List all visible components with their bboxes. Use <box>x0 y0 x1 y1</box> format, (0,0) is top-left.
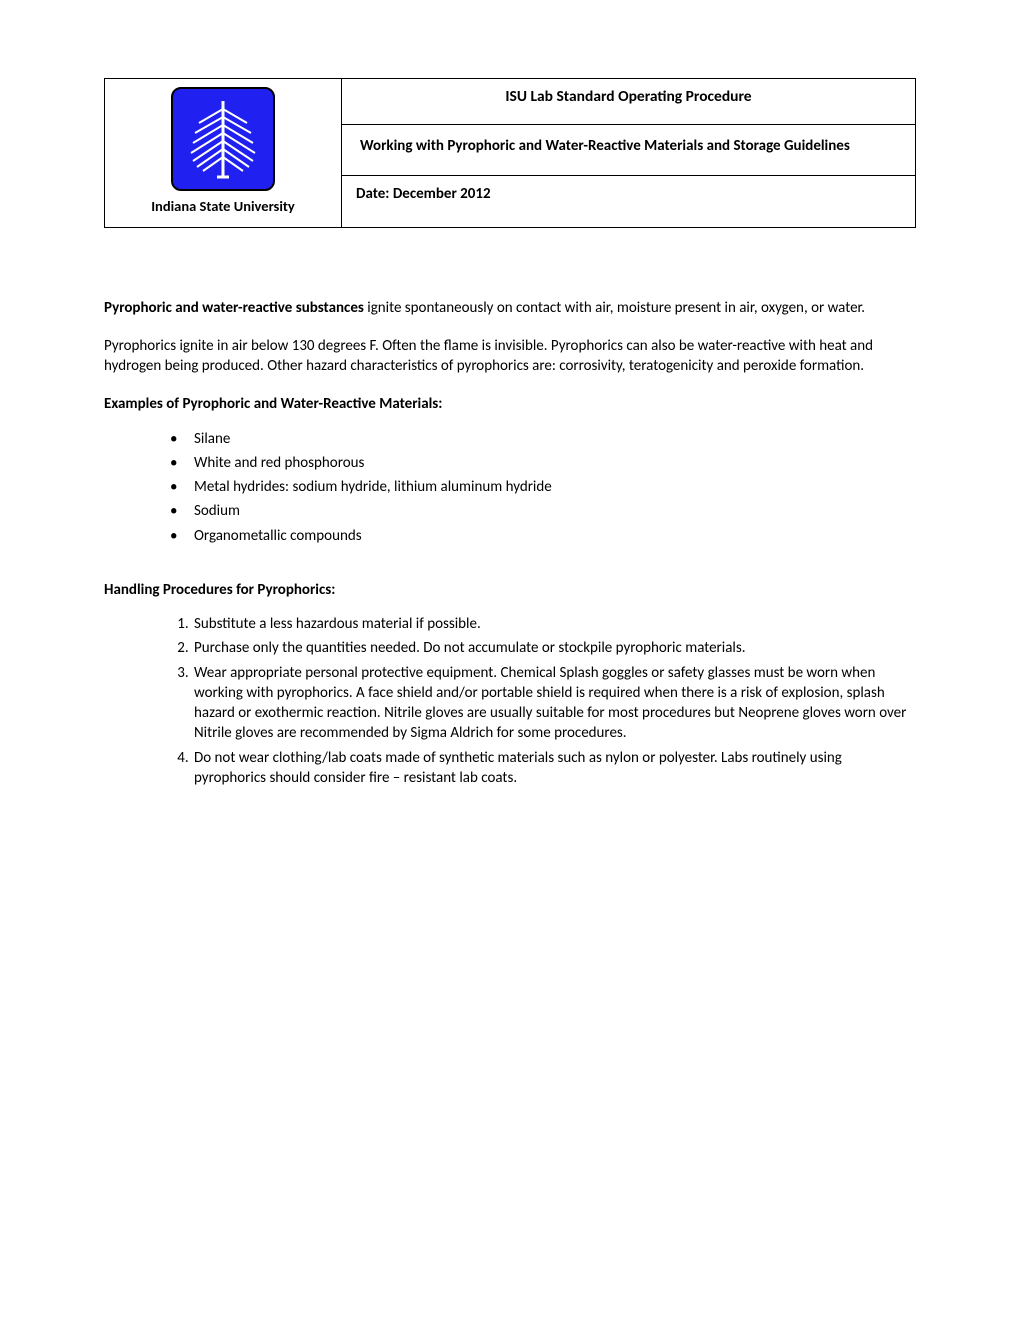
university-name: Indiana State University <box>111 197 335 217</box>
list-item: Do not wear clothing/lab coats made of s… <box>192 748 916 793</box>
doc-title: ISU Lab Standard Operating Procedure <box>342 79 916 125</box>
list-item: Metal hydrides: sodium hydride, lithium … <box>170 477 916 501</box>
list-item: Silane <box>170 429 916 453</box>
handling-list: Substitute a less hazardous material if … <box>104 614 916 792</box>
body-text: Pyrophoric and water-reactive substances… <box>104 298 916 793</box>
list-item: White and red phosphorous <box>170 453 916 477</box>
intro-paragraph-2: Pyrophorics ignite in air below 130 degr… <box>104 336 916 377</box>
intro-lead-term: Pyrophoric and water-reactive substances <box>104 299 364 317</box>
page: Indiana State University ISU Lab Standar… <box>0 0 1020 1320</box>
list-item: Sodium <box>170 501 916 525</box>
list-item: Wear appropriate personal protective equ… <box>192 663 916 748</box>
university-logo-icon <box>171 87 275 191</box>
intro-lead-rest: ignite spontaneously on contact with air… <box>364 299 865 317</box>
header-table: Indiana State University ISU Lab Standar… <box>104 78 916 228</box>
list-item: Purchase only the quantities needed. Do … <box>192 638 916 662</box>
logo-cell: Indiana State University <box>105 79 342 228</box>
list-item: Organometallic compounds <box>170 526 916 550</box>
examples-heading: Examples of Pyrophoric and Water-Reactiv… <box>104 394 916 414</box>
handling-heading: Handling Procedures for Pyrophorics: <box>104 580 916 600</box>
doc-date: Date: December 2012 <box>342 176 916 227</box>
intro-paragraph-1: Pyrophoric and water-reactive substances… <box>104 298 916 318</box>
doc-subtitle: Working with Pyrophoric and Water-Reacti… <box>342 124 916 176</box>
list-item: Substitute a less hazardous material if … <box>192 614 916 638</box>
examples-list: Silane White and red phosphorous Metal h… <box>104 429 916 550</box>
